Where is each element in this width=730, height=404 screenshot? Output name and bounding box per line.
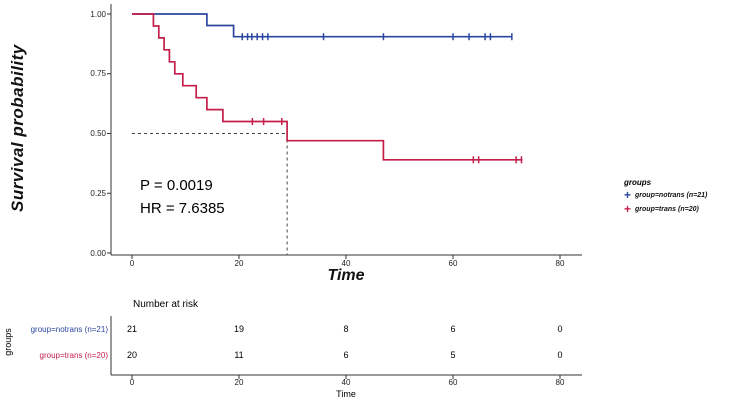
risk-value: 8 bbox=[343, 324, 349, 334]
risk-value: 21 bbox=[126, 324, 138, 334]
y-tick-label: 0.75 bbox=[90, 69, 106, 78]
x-tick-label: 60 bbox=[448, 259, 458, 268]
legend-entry-label: group=trans (n=20) bbox=[635, 205, 699, 213]
y-tick-label: 0.50 bbox=[90, 129, 106, 138]
legend-entry-label: group=notrans (n=21) bbox=[635, 191, 708, 199]
risk-value: 19 bbox=[233, 324, 245, 334]
risk-value: 20 bbox=[126, 350, 138, 360]
plus-marker-icon: + bbox=[624, 188, 632, 202]
x-axis-title: Time bbox=[327, 267, 365, 284]
y-tick-label: 0.25 bbox=[90, 189, 106, 198]
risk-table-title: Number at risk bbox=[133, 299, 199, 310]
risk-value: 5 bbox=[450, 350, 456, 360]
y-axis-title: Survival probability bbox=[8, 44, 27, 212]
risk-x-axis-title: Time bbox=[336, 389, 356, 399]
risk-x-tick-label: 0 bbox=[129, 378, 135, 387]
hazard-ratio-annotation: HR = 7.6385 bbox=[140, 200, 225, 217]
risk-x-tick-label: 60 bbox=[448, 378, 458, 387]
legend-entry-notrans: + group=notrans (n=21) bbox=[624, 188, 708, 202]
legend-entry-trans: + group=trans (n=20) bbox=[624, 202, 707, 216]
x-tick-label: 40 bbox=[341, 259, 351, 268]
risk-x-tick-label: 40 bbox=[341, 378, 351, 387]
risk-value: 6 bbox=[343, 350, 349, 360]
risk-row-label-trans: group=trans (n=20) bbox=[39, 351, 109, 360]
legend: groups + group=notrans (n=21) + group=tr… bbox=[624, 178, 708, 216]
y-tick-label: 0.00 bbox=[90, 249, 106, 258]
risk-value: 0 bbox=[557, 324, 563, 334]
x-tick-label: 0 bbox=[129, 259, 135, 268]
y-tick-label: 1.00 bbox=[90, 10, 106, 19]
p-value-annotation: P = 0.0019 bbox=[140, 177, 213, 194]
risk-x-tick-label: 80 bbox=[555, 378, 565, 387]
plus-marker-icon: + bbox=[624, 202, 632, 216]
risk-value: 11 bbox=[234, 350, 244, 360]
x-tick-label: 80 bbox=[555, 259, 565, 268]
risk-value: 0 bbox=[557, 350, 563, 360]
risk-x-tick-label: 20 bbox=[234, 378, 244, 387]
risk-value: 6 bbox=[450, 324, 456, 334]
legend-title: groups bbox=[624, 178, 652, 187]
risk-row-label-notrans: group=notrans (n=21) bbox=[30, 325, 108, 334]
x-tick-label: 20 bbox=[234, 259, 244, 268]
